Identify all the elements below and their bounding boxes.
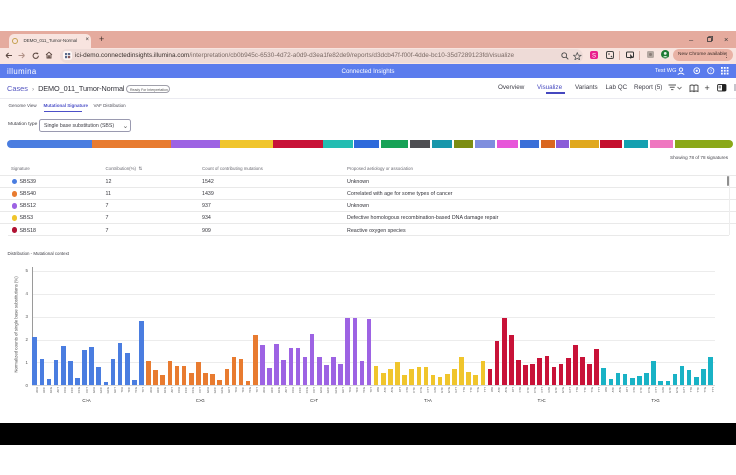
svg-text:S: S — [592, 53, 596, 59]
svg-text:?: ? — [709, 69, 712, 74]
